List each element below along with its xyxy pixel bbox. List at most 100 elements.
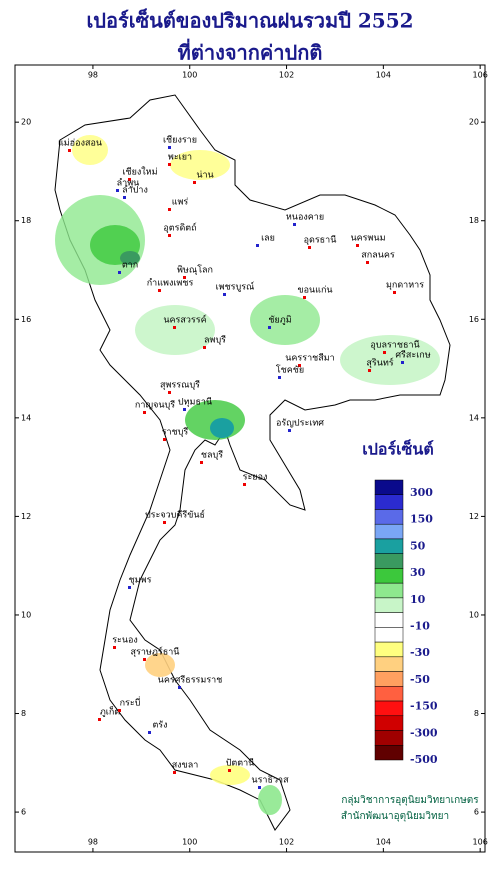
legend-label: -150 xyxy=(410,700,438,713)
place-label: มุกดาหาร xyxy=(386,281,424,291)
station-dot xyxy=(168,146,171,149)
wet-area xyxy=(135,305,215,355)
station-dot xyxy=(168,234,171,237)
station-dot xyxy=(118,709,121,712)
place-label: ชัยภูมิ xyxy=(268,315,291,326)
station-dot xyxy=(293,223,296,226)
legend-swatch xyxy=(374,553,404,569)
y-tick-label: 16 xyxy=(469,315,479,324)
legend-label: -500 xyxy=(410,753,438,766)
y-tick-label: 14 xyxy=(21,413,31,422)
place-label: ขอนแก่น xyxy=(297,286,332,296)
x-tick-label: 104 xyxy=(376,71,391,80)
y-tick-label: 6 xyxy=(474,808,479,817)
legend-swatch xyxy=(374,627,404,643)
station-dot xyxy=(183,408,186,411)
place-label: ลำพูน xyxy=(117,178,140,189)
place-label: ชลบุรี xyxy=(201,450,223,461)
y-tick-label: 12 xyxy=(469,512,479,521)
station-dot xyxy=(228,769,231,772)
station-dot xyxy=(268,326,271,329)
x-tick-label: 102 xyxy=(279,71,294,80)
legend-swatch xyxy=(374,494,404,510)
station-dot xyxy=(113,646,116,649)
y-tick-label: 14 xyxy=(469,413,479,422)
station-dot xyxy=(123,196,126,199)
wet-area xyxy=(250,295,320,345)
place-label: หนองคาย xyxy=(286,213,324,223)
place-label: กาญจนบุรี xyxy=(135,400,175,411)
legend-swatch xyxy=(374,700,404,717)
station-dot xyxy=(178,686,181,689)
station-dot xyxy=(118,271,121,274)
place-label: ตาก xyxy=(122,261,138,271)
legend-swatch xyxy=(374,538,404,554)
x-tick-label: 100 xyxy=(182,838,197,847)
station-dot xyxy=(366,261,369,264)
place-label: กำแพงเพชร xyxy=(147,278,194,289)
station-dot xyxy=(243,483,246,486)
station-dot xyxy=(143,658,146,661)
legend-label: -300 xyxy=(410,726,438,739)
place-label: ศรีสะเกษ xyxy=(395,350,430,361)
place-label: ลำปาง xyxy=(122,185,148,196)
place-label: ลพบุรี xyxy=(204,335,226,346)
place-label: ชุมพร xyxy=(129,576,152,586)
y-tick-label: 8 xyxy=(21,709,26,718)
place-label: นครพนม xyxy=(350,234,385,244)
y-tick-label: 18 xyxy=(21,216,31,225)
station-dot xyxy=(401,361,404,364)
dry-area xyxy=(145,653,175,677)
legend-swatch xyxy=(374,671,404,687)
place-label: อุดรธานี xyxy=(304,235,337,246)
place-label: สงขลา xyxy=(172,761,199,771)
station-dot xyxy=(173,326,176,329)
wet-area xyxy=(340,335,440,385)
legend-label: 30 xyxy=(410,566,426,579)
place-label: เลย xyxy=(261,234,275,244)
place-label: นครศรีธรรมราช xyxy=(158,675,223,686)
place-label: ภูเก็ต xyxy=(100,705,120,718)
place-label: สุราษฎร์ธานี xyxy=(131,646,180,658)
place-label: ประจวบคีรีขันธ์ xyxy=(145,509,205,521)
rain-anomaly xyxy=(54,94,451,831)
place-label: อุตรดิตถ์ xyxy=(163,222,196,234)
legend-swatch xyxy=(374,730,404,746)
station-dot xyxy=(223,293,226,296)
legend-title: เปอร์เซ็นต์ xyxy=(362,438,433,459)
dry-area xyxy=(170,150,230,180)
legend-label: 50 xyxy=(410,539,426,552)
place-label: ปทุมธานี xyxy=(178,397,212,408)
station-dot xyxy=(203,346,206,349)
y-tick-label: 18 xyxy=(469,216,479,225)
station-dot xyxy=(298,364,301,367)
y-tick-label: 16 xyxy=(21,315,31,324)
place-label: พิษณุโลก xyxy=(177,265,213,276)
y-tick-label: 10 xyxy=(21,610,31,619)
credit-line: สำนักพัฒนาอุตุนิยมวิทยา xyxy=(341,811,449,822)
thailand-outline xyxy=(54,94,451,831)
legend-swatch xyxy=(374,715,404,731)
legend-swatch xyxy=(374,745,404,761)
station-dot xyxy=(128,586,131,589)
legend-swatch xyxy=(374,686,404,702)
station-dot xyxy=(308,246,311,249)
legend-label: 300 xyxy=(410,486,433,499)
place-label: แม่ฮ่องสอน xyxy=(58,139,102,149)
station-dot xyxy=(173,771,176,774)
x-tick-label: 98 xyxy=(88,71,98,80)
place-label: ระยอง xyxy=(243,473,268,483)
x-tick-label: 106 xyxy=(473,838,488,847)
credit-line: กลุ่มวิชาการอุตุนิยมวิทยาเกษตร xyxy=(341,795,479,806)
station-dot xyxy=(303,296,306,299)
y-tick-label: 20 xyxy=(21,118,31,127)
station-dot xyxy=(158,289,161,292)
place-label: น่าน xyxy=(196,171,213,181)
place-label: โชคชัย xyxy=(276,365,304,376)
place-label: ระนอง xyxy=(112,636,138,646)
dry-area xyxy=(72,135,108,165)
title: เปอร์เซ็นต์ของปริมาณฝนรวมปี 2552 xyxy=(86,8,413,33)
place-label: ปัตตานี xyxy=(226,758,255,769)
x-tick-label: 102 xyxy=(279,838,294,847)
station-dot xyxy=(278,376,281,379)
